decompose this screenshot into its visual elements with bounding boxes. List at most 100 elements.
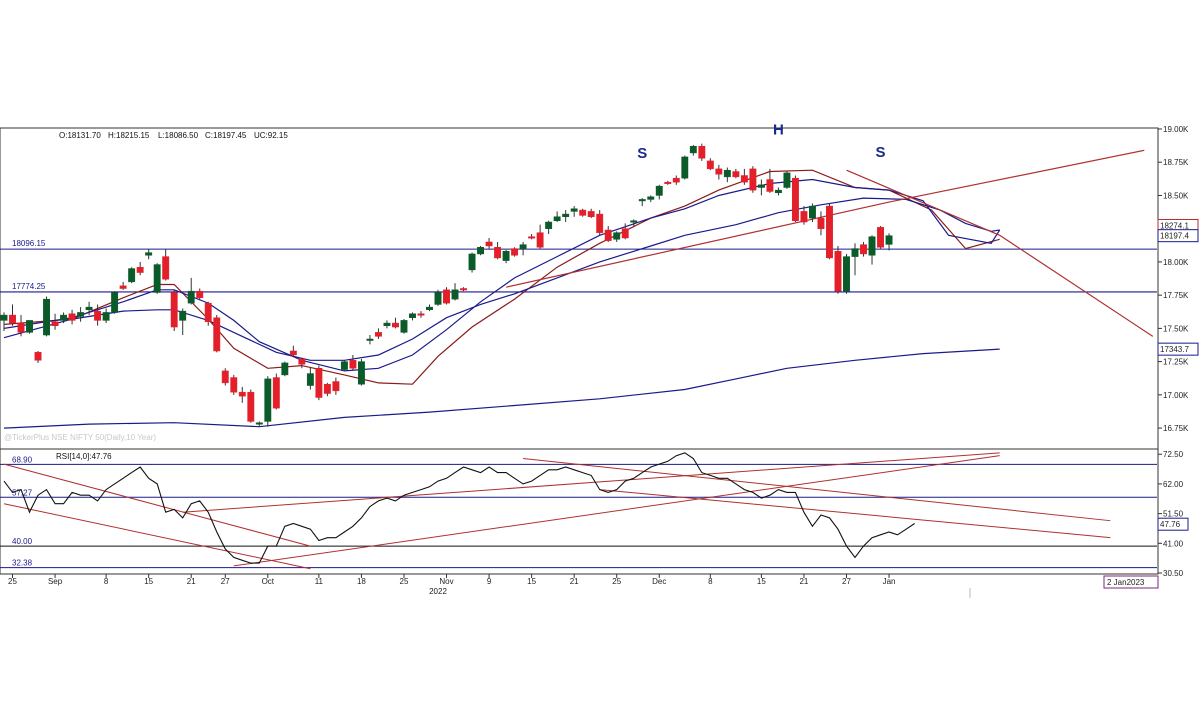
candle-body [204, 302, 212, 322]
price-label-box [1157, 229, 1199, 243]
y-axis-tick-label: 17.50K [1163, 324, 1189, 333]
candle-body [809, 205, 816, 219]
moving-average-line [3, 348, 1000, 429]
candle-body [51, 321, 59, 326]
rsi-y-tick-label: 51.50 [1163, 510, 1184, 519]
rsi-level-label: 32.38 [12, 559, 33, 568]
candle-body [749, 168, 757, 191]
x-axis-tick-label: 8 [104, 577, 109, 586]
candle-body [111, 292, 119, 313]
candle-body [213, 317, 221, 352]
moving-average-line [3, 169, 1000, 385]
rsi-value-box [1157, 517, 1189, 531]
candle-body [230, 377, 238, 393]
candle-body [102, 312, 110, 321]
candle-body [468, 253, 476, 271]
candle-body [860, 244, 867, 255]
candle-body [281, 362, 289, 376]
x-axis-tick-label: 25 [8, 577, 17, 586]
x-axis-tick-label: 21 [799, 577, 808, 586]
candle-body [689, 146, 697, 154]
candle-body [579, 209, 587, 216]
candle-body [511, 248, 519, 256]
candle-body [885, 235, 893, 245]
candle-body [340, 361, 348, 370]
price-panel-frame [0, 127, 1159, 450]
candle-body [553, 216, 561, 221]
x-axis-tick-label: 11 [315, 577, 324, 586]
pattern-label: S [876, 144, 886, 161]
candle-body [528, 236, 536, 239]
rsi-panel-frame [0, 448, 1159, 575]
candle-body [247, 391, 255, 422]
rsi-line [3, 452, 915, 564]
x-axis-tick-label: 18 [357, 577, 366, 586]
rsi-trendline [3, 503, 311, 570]
candle-body [400, 320, 408, 333]
y-axis-tick-label: 18.50K [1163, 191, 1189, 200]
date-label: 2 Jan2023 [1107, 578, 1145, 587]
rsi-trendline [599, 489, 1111, 539]
candle-body [289, 350, 297, 356]
candle-body [264, 378, 272, 422]
candle-body [757, 184, 765, 188]
candle-body [60, 314, 68, 321]
rsi-y-tick-label: 41.00 [1163, 539, 1184, 548]
candle-body [681, 156, 689, 179]
candle-body [145, 252, 153, 256]
candle-body [179, 310, 187, 321]
candle-body [366, 338, 374, 341]
candle-body [562, 213, 570, 217]
rsi-layer: 68.9057.2740.0032.3872.5062.0051.5041.00… [0, 450, 1189, 578]
candle-body [434, 292, 442, 305]
candle-body [868, 236, 876, 256]
rsi-header: RSI[14,0]:47.76 [56, 452, 112, 461]
x-axis-tick-label: 15 [527, 577, 536, 586]
candle-body [153, 264, 161, 293]
trendline [505, 149, 1145, 288]
candle-body [536, 232, 544, 248]
candle-body [332, 381, 340, 392]
watermark: @TickerPlus NSE NIFTY 50(Daily,10 Year) [4, 433, 156, 442]
candle-body [826, 205, 833, 259]
candle-body [834, 251, 842, 292]
candle-body [187, 290, 195, 304]
rsi-trendline [3, 463, 311, 547]
price-label: 18274.1 [1160, 221, 1189, 230]
candle-body [34, 352, 42, 361]
candle-body [357, 361, 365, 385]
candle-body [238, 391, 246, 397]
candle-body [119, 285, 127, 289]
candle-body [519, 244, 527, 249]
x-axis-tick-label: 15 [757, 577, 766, 586]
price-layer: 18096.15 17774.25 S H S 19.00K 18.75K 18.50K 18.… [0, 121, 1199, 433]
candle-body [306, 373, 314, 386]
candle-body [255, 422, 263, 425]
rsi-level-label: 68.90 [12, 455, 33, 464]
x-axis-tick-label: Nov [439, 577, 453, 586]
candle-body [587, 211, 595, 217]
rsi-trendline [233, 455, 1000, 567]
rsi-y-tick-label: 72.50 [1163, 450, 1184, 459]
candle-body [672, 177, 680, 183]
candle-body [638, 199, 646, 202]
candle-body [85, 306, 93, 311]
y-axis-tick-label: 17.25K [1163, 358, 1189, 367]
candle-body [349, 360, 357, 369]
candle-body [791, 177, 799, 221]
rsi-value-label: 47.76 [1160, 520, 1181, 529]
candle-body [545, 221, 553, 229]
price-label: 17343.7 [1160, 345, 1189, 354]
candle-body [128, 268, 136, 283]
candle-body [9, 314, 16, 324]
candle-body [774, 189, 782, 194]
price-label-box [1157, 342, 1199, 356]
y-axis-tick-label: 19.00K [1163, 125, 1189, 134]
pattern-label: S [637, 145, 647, 162]
trendline [846, 169, 1154, 337]
ohlc-high: H:18215.15 [108, 131, 150, 140]
candle-body [136, 266, 144, 273]
candle-body [451, 289, 459, 300]
candle-body [162, 256, 170, 280]
